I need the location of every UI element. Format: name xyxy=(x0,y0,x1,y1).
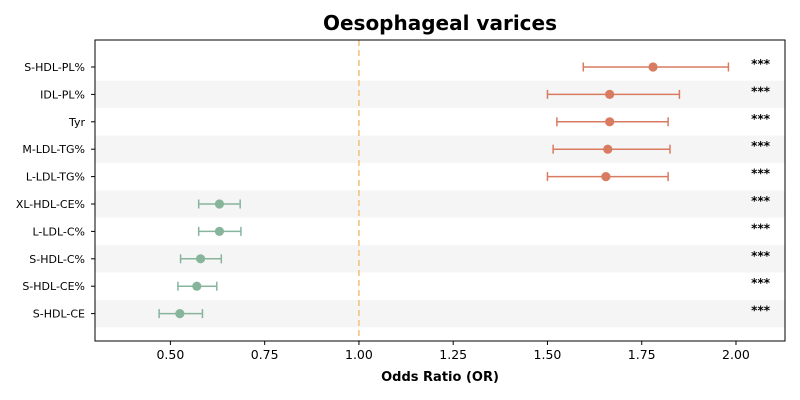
significance-label: *** xyxy=(751,167,771,181)
row-band xyxy=(95,80,785,109)
forest-row xyxy=(197,226,242,236)
chart-title: Oesophageal varices xyxy=(323,11,557,35)
significance-label: *** xyxy=(751,57,771,71)
significance-label: *** xyxy=(751,112,771,126)
data-marks xyxy=(158,62,730,319)
forest-row xyxy=(552,144,671,154)
significance-labels: *** *** *** *** *** *** *** *** *** *** xyxy=(751,57,771,318)
y-tick-label: L-LDL-TG% xyxy=(26,171,85,184)
x-tick-label: 1.00 xyxy=(345,347,373,362)
x-tick-label: 1.25 xyxy=(439,347,467,362)
row-band xyxy=(95,299,785,328)
x-tick-label: 0.75 xyxy=(251,347,279,362)
row-band xyxy=(95,135,785,163)
forest-row xyxy=(197,199,241,209)
x-tick-label: 1.75 xyxy=(628,347,656,362)
y-tick-label: S-HDL-CE% xyxy=(22,280,85,293)
y-tick-label: Tyr xyxy=(68,116,86,129)
significance-label: *** xyxy=(751,304,771,318)
odds-ratio-point xyxy=(175,309,185,319)
forest-row xyxy=(177,281,218,291)
odds-ratio-point xyxy=(214,226,225,236)
odds-ratio-point xyxy=(648,62,658,72)
plot-frame xyxy=(94,39,786,342)
y-tick-label: IDL-PL% xyxy=(40,88,85,101)
significance-label: *** xyxy=(751,194,771,208)
significance-label: *** xyxy=(751,249,771,263)
odds-ratio-point xyxy=(605,89,615,99)
y-tick-label: L-LDL-C% xyxy=(32,225,85,238)
x-tick-label: 1.50 xyxy=(534,347,562,362)
significance-label: *** xyxy=(751,84,771,98)
odds-ratio-point xyxy=(601,172,611,182)
y-tick-label: M-LDL-TG% xyxy=(22,143,85,156)
odds-ratio-point xyxy=(605,117,615,127)
forest-row xyxy=(158,309,204,319)
y-tick-label: S-HDL-PL% xyxy=(24,61,85,74)
forest-row xyxy=(546,89,681,99)
y-tick-label: XL-HDL-CE% xyxy=(16,198,85,211)
forest-row xyxy=(582,62,730,72)
y-tick-label: S-HDL-C% xyxy=(29,253,85,266)
x-axis-label: Odds Ratio (OR) xyxy=(381,370,499,385)
odds-ratio-point xyxy=(195,254,206,264)
significance-label: *** xyxy=(751,276,771,290)
odds-ratio-point xyxy=(192,281,202,291)
y-axis-labels: S-HDL-PL% IDL-PL% Tyr M-LDL-TG% L-LDL-TG% XL-… xyxy=(16,61,95,321)
significance-label: *** xyxy=(751,221,771,235)
forest-row xyxy=(546,172,669,182)
odds-ratio-point xyxy=(214,199,225,209)
odds-ratio-point xyxy=(603,144,613,154)
significance-label: *** xyxy=(751,139,771,153)
x-tick-label: 0.50 xyxy=(156,347,184,362)
forest-row xyxy=(556,117,669,127)
y-tick-label: S-HDL-CE xyxy=(33,308,85,321)
forest-row xyxy=(179,254,223,264)
x-tick-label: 2.00 xyxy=(722,347,750,362)
x-axis-ticks: 0.50 0.75 1.00 1.25 1.50 1.75 2.00 xyxy=(156,341,750,362)
